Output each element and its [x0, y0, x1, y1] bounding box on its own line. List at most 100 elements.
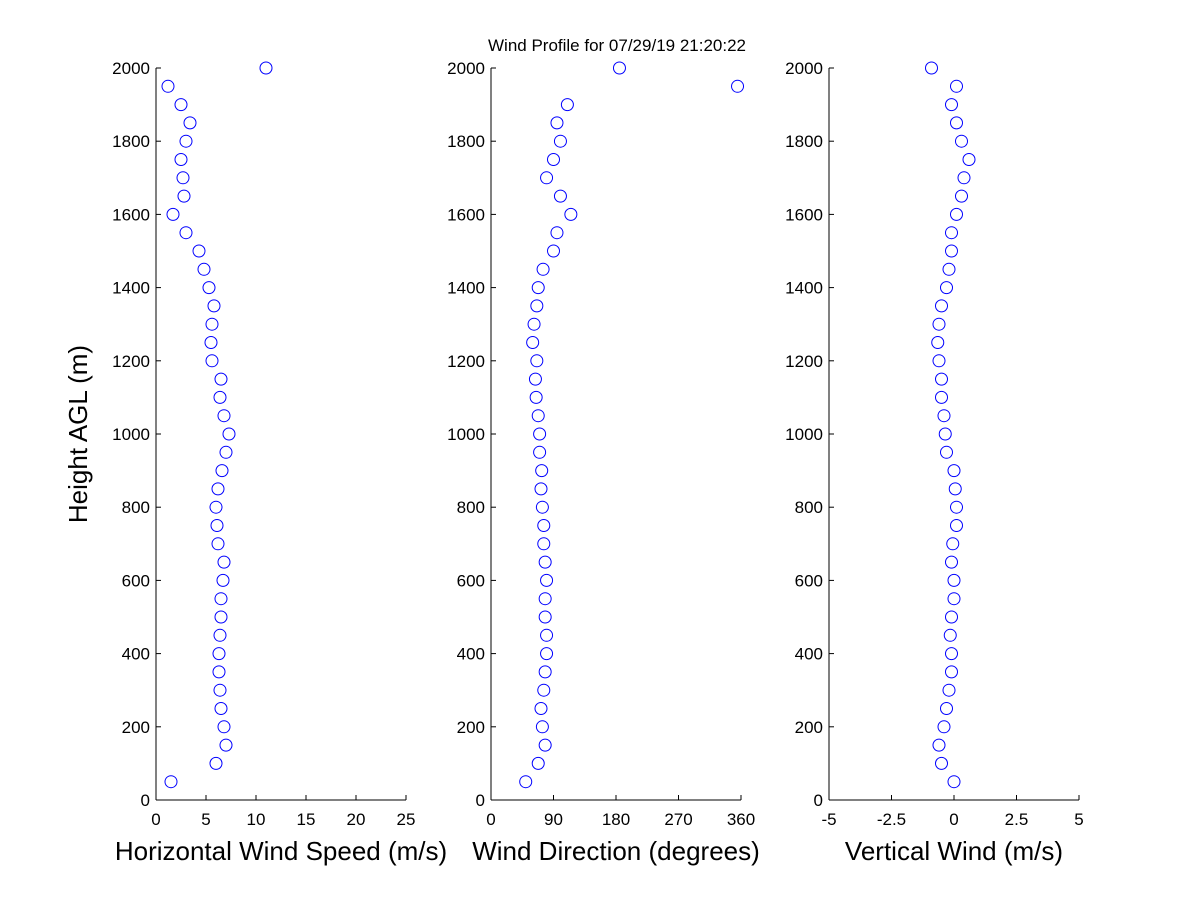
data-point: [212, 665, 226, 679]
data-point: [932, 317, 946, 331]
y-tick-label: 1400: [112, 279, 150, 298]
data-point: [217, 720, 231, 734]
data-point: [219, 445, 233, 459]
data-point: [174, 98, 188, 112]
data-point: [540, 171, 554, 185]
y-tick-label: 2000: [447, 59, 485, 78]
data-point: [211, 537, 225, 551]
data-point: [535, 464, 549, 478]
data-point: [214, 372, 228, 386]
data-point: [526, 336, 540, 349]
data-point: [209, 500, 223, 514]
y-tick-label: 200: [122, 718, 150, 737]
y-tick-label: 1800: [447, 132, 485, 151]
data-point: [560, 98, 574, 112]
y-tick-label: 1200: [447, 352, 485, 371]
data-point: [215, 464, 229, 478]
data-point: [950, 79, 963, 93]
data-point: [538, 610, 552, 624]
data-point: [530, 354, 544, 368]
y-tick-label: 800: [122, 498, 150, 517]
data-point: [935, 390, 948, 404]
y-tick-label: 1200: [785, 352, 823, 371]
y-tick-label: 400: [795, 645, 823, 664]
y-tick-label: 800: [795, 498, 823, 517]
data-point: [538, 665, 552, 679]
data-point: [179, 134, 193, 148]
data-point: [550, 226, 564, 240]
data-point: [538, 555, 552, 569]
data-point: [550, 116, 564, 130]
x-tick-label: -5: [821, 810, 836, 829]
data-point: [164, 775, 178, 789]
data-point: [213, 390, 227, 404]
x-tick-label: 15: [297, 810, 316, 829]
y-tick-label: 0: [814, 791, 823, 810]
y-tick-label: 400: [122, 645, 150, 664]
x-axis-label: Vertical Wind (m/s): [845, 836, 1063, 866]
y-tick-label: 2000: [785, 59, 823, 78]
data-point: [943, 628, 957, 642]
data-point: [942, 262, 956, 276]
y-tick-label: 600: [457, 571, 485, 590]
data-point: [179, 226, 193, 240]
data-point: [531, 281, 545, 295]
y-tick-label: 200: [795, 718, 823, 737]
data-point: [942, 683, 956, 697]
data-point: [531, 409, 545, 423]
y-tick-label: 600: [122, 571, 150, 590]
y-tick-label: 400: [457, 645, 485, 664]
data-point: [534, 482, 548, 496]
data-point: [540, 628, 554, 642]
data-point: [538, 592, 552, 606]
data-point: [547, 153, 560, 166]
data-point: [962, 153, 976, 166]
x-tick-label: -2.5: [877, 810, 906, 829]
x-tick-label: 20: [347, 810, 366, 829]
x-tick-label: 0: [486, 810, 495, 829]
data-point: [540, 647, 554, 661]
data-point: [612, 61, 626, 75]
x-tick-label: 90: [544, 810, 563, 829]
data-point: [204, 336, 218, 349]
x-tick-label: 180: [602, 810, 630, 829]
x-tick-label: 25: [397, 810, 416, 829]
data-point: [950, 500, 963, 514]
data-point: [947, 573, 961, 587]
data-point: [212, 647, 226, 661]
data-point: [945, 98, 958, 112]
data-point: [529, 390, 543, 404]
data-point: [955, 189, 968, 203]
data-point: [537, 683, 551, 697]
data-point: [932, 738, 946, 752]
y-tick-label: 1200: [112, 352, 150, 371]
data-point: [216, 573, 230, 587]
data-point: [537, 519, 551, 532]
data-point: [219, 738, 233, 752]
y-tick-label: 1000: [447, 425, 485, 444]
data-point: [174, 153, 188, 166]
data-point: [940, 445, 953, 459]
y-tick-label: 1800: [785, 132, 823, 151]
data-point: [527, 317, 541, 331]
data-point: [211, 482, 225, 496]
data-point: [932, 354, 946, 368]
data-point: [948, 482, 962, 496]
data-point: [209, 756, 223, 770]
data-point: [535, 500, 549, 514]
data-point: [205, 354, 219, 368]
data-point: [935, 372, 948, 386]
data-point: [202, 281, 216, 295]
x-tick-label: 360: [727, 810, 755, 829]
data-point: [531, 756, 545, 770]
x-tick-label: 10: [247, 810, 266, 829]
data-point: [214, 702, 228, 715]
data-point: [207, 299, 221, 313]
data-point: [161, 79, 175, 93]
y-tick-label: 1600: [785, 205, 823, 224]
x-tick-label: 5: [201, 810, 210, 829]
data-point: [183, 116, 197, 130]
y-tick-label: 0: [141, 791, 150, 810]
data-point: [166, 207, 180, 221]
data-point: [937, 409, 951, 423]
